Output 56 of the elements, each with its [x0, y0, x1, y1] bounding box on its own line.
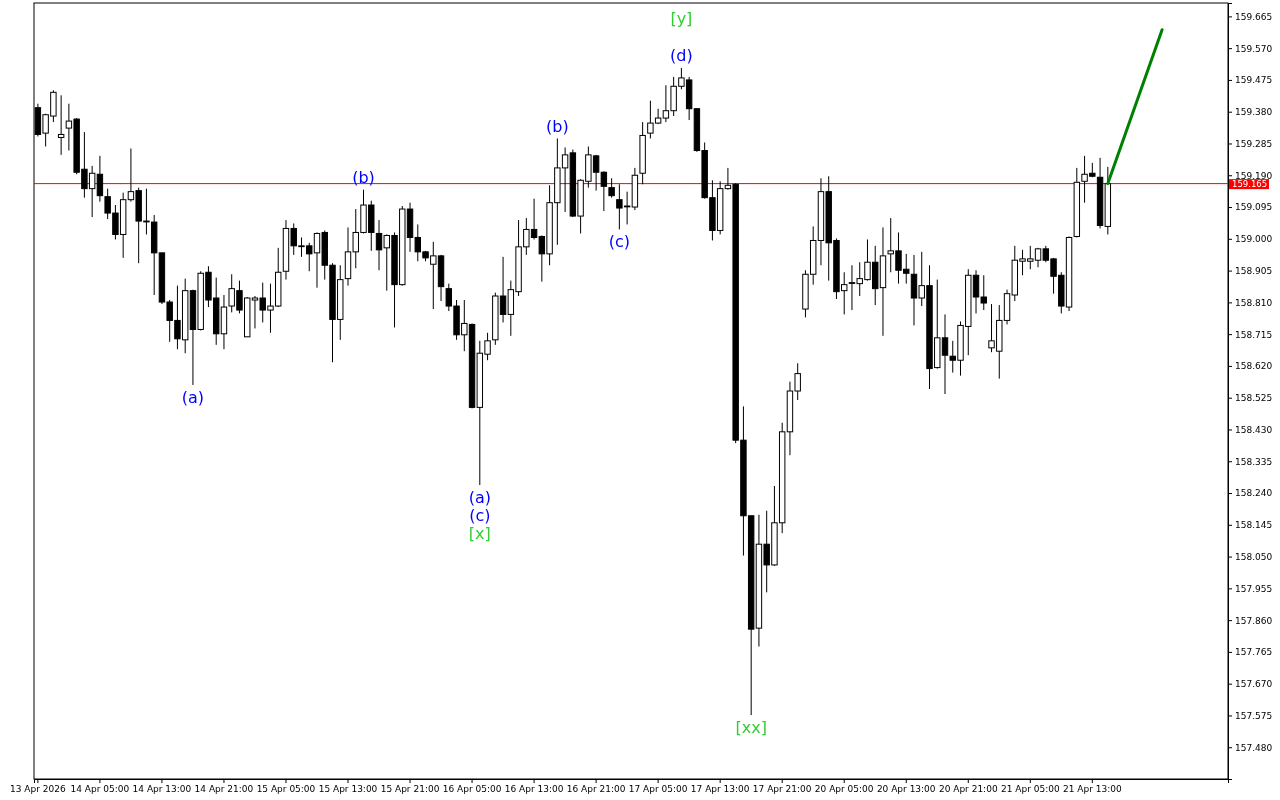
annotation: (c)	[469, 505, 491, 525]
x-tick-label: 20 Apr 13:00	[876, 784, 936, 795]
x-tick-label: 15 Apr 05:00	[256, 784, 316, 795]
y-tick-label: 158.335	[1235, 456, 1273, 467]
x-tick-label: 20 Apr 21:00	[938, 784, 998, 795]
x-tick-label: 14 Apr 05:00	[70, 784, 130, 795]
y-tick-label: 157.575	[1235, 710, 1273, 721]
x-tick-label: 17 Apr 05:00	[628, 784, 688, 795]
annotation: (b)	[352, 168, 375, 188]
annotation: (c)	[608, 232, 631, 252]
y-tick-label: 157.860	[1235, 615, 1273, 626]
y-tick-label: 159.570	[1235, 43, 1273, 54]
y-tick-label: 158.145	[1235, 520, 1273, 531]
annotation: [x]	[468, 523, 491, 543]
x-tick-label: 21 Apr 05:00	[1000, 784, 1060, 795]
y-tick-label: 158.240	[1235, 488, 1273, 499]
x-tick-label: 16 Apr 21:00	[566, 784, 626, 795]
annotation: (a)	[181, 387, 205, 407]
y-tick-label: 157.955	[1235, 583, 1273, 594]
candlestick	[608, 177, 615, 199]
ref-line-label: 159.165	[1232, 179, 1268, 190]
y-tick-label: 159.665	[1235, 11, 1273, 22]
x-tick-label: 14 Apr 21:00	[194, 784, 254, 795]
y-tick-label: 158.430	[1235, 424, 1273, 435]
annotation: [y]	[670, 9, 693, 29]
x-tick-label: 17 Apr 21:00	[752, 784, 812, 795]
x-tick-label: 21 Apr 13:00	[1062, 784, 1122, 795]
y-tick-label: 159.285	[1235, 138, 1273, 149]
y-tick-label: 157.670	[1235, 679, 1273, 690]
x-tick-label: 17 Apr 13:00	[690, 784, 750, 795]
candlestick	[600, 170, 608, 212]
y-tick-label: 158.810	[1235, 297, 1273, 308]
y-tick-label: 158.715	[1235, 329, 1273, 340]
x-tick-label: 20 Apr 05:00	[814, 784, 874, 795]
y-tick-label: 159.000	[1235, 234, 1273, 245]
y-tick-label: 157.765	[1235, 647, 1273, 658]
x-tick-label: 15 Apr 21:00	[380, 784, 440, 795]
y-tick-label: 159.475	[1235, 75, 1273, 86]
x-tick-label: 14 Apr 13:00	[132, 784, 192, 795]
y-tick-label: 157.480	[1235, 742, 1273, 753]
y-tick-label: 158.620	[1235, 361, 1273, 372]
y-tick-label: 159.095	[1235, 202, 1273, 213]
y-tick-label: 159.380	[1235, 107, 1273, 118]
y-tick-label: 158.525	[1235, 393, 1273, 404]
y-tick-label: 158.050	[1235, 551, 1273, 562]
x-tick-label: 16 Apr 05:00	[442, 784, 502, 795]
annotation: (a)	[468, 487, 491, 507]
x-tick-label: 16 Apr 13:00	[504, 784, 564, 795]
y-tick-label: 158.905	[1235, 265, 1273, 276]
annotation: (b)	[546, 117, 569, 137]
x-tick-label: 15 Apr 13:00	[318, 784, 378, 795]
y-tick-label: 159.190	[1235, 170, 1273, 181]
annotation: [xx]	[735, 717, 767, 737]
x-tick-label: 13 Apr 2026	[10, 784, 66, 795]
annotation: (d)	[670, 46, 693, 66]
candlestick	[57, 94, 65, 156]
